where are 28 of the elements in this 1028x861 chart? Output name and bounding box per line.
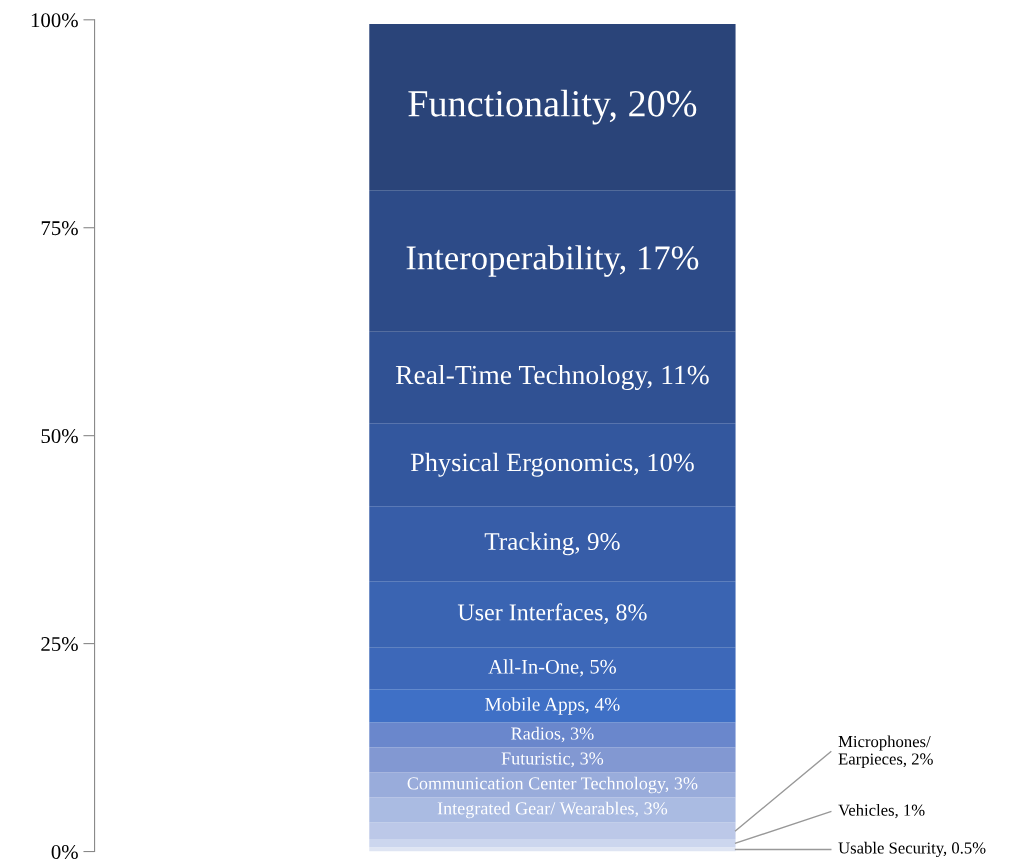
data-label: User Interfaces, 8% [457, 603, 647, 624]
data-label: Tracking, 9% [484, 532, 620, 556]
y-tick-label: 75% [41, 221, 78, 236]
bar [369, 797, 736, 823]
y-tick-label: 50% [41, 429, 78, 444]
y-tick-label: 100% [31, 13, 78, 28]
bar [369, 847, 736, 852]
y-tick-label: 25% [41, 636, 78, 652]
data-label: Communication Center Technology, 3% [407, 776, 698, 794]
data-label: Functionality, 20% [408, 89, 697, 125]
data-label: Radios, 3% [511, 726, 594, 743]
data-label: Interoperability, 17% [406, 245, 699, 277]
data-label: Mobile Apps, 4% [485, 697, 620, 715]
bar [369, 23, 736, 191]
data-label: Real-Time Technology, 11% [395, 364, 709, 390]
data-label: Usable Security, 0.5% [838, 841, 986, 858]
bar [369, 722, 736, 748]
bar [369, 747, 736, 773]
data-label: Microphones/ Earpieces, 2% [838, 735, 933, 768]
bar [369, 689, 736, 723]
data-label: Vehicles, 1% [838, 804, 925, 819]
data-label: Futuristic, 3% [501, 752, 604, 768]
data-label: Physical Ergonomics, 10% [410, 452, 694, 477]
data-label: Integrated Gear/ Wearables, 3% [437, 801, 668, 819]
data-label: All-In-One, 5% [488, 659, 617, 677]
bar [369, 839, 736, 848]
bar [369, 822, 736, 840]
y-tick-label: 0% [51, 844, 78, 860]
